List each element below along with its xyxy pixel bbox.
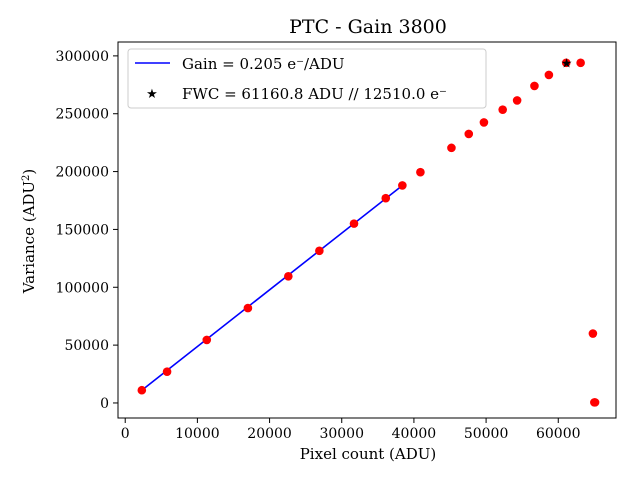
x-tick-label: 30000 — [319, 426, 364, 442]
chart-title: PTC - Gain 3800 — [289, 16, 447, 38]
data-point — [284, 271, 293, 281]
data-point — [590, 398, 600, 407]
data-point — [464, 129, 474, 139]
legend-gain-label: Gain = 0.205 e⁻/ADU — [182, 55, 345, 73]
axis-ticks: 0 10000 20000 30000 40000 50000 60000 0 50000 100… — [56, 49, 581, 442]
gain-fit-line — [141, 185, 402, 391]
plot-area: 0 10000 20000 30000 40000 50000 60000 0 50000 100… — [56, 41, 617, 442]
data-point — [243, 303, 253, 313]
y-axis-label-end: ) — [20, 169, 38, 175]
plot-frame — [117, 41, 617, 419]
data-point — [498, 105, 507, 114]
data-point — [416, 167, 425, 177]
data-points — [137, 58, 600, 407]
fwc-star-icon: ★ — [561, 56, 573, 71]
data-point — [315, 246, 324, 256]
data-point — [202, 335, 212, 345]
x-tick-label: 0 — [121, 426, 130, 442]
data-point — [162, 367, 172, 377]
x-tick-label: 20000 — [247, 426, 292, 442]
data-point — [137, 385, 147, 395]
fwc-marker-group: ★ — [561, 56, 573, 71]
data-point — [349, 219, 359, 228]
y-axis-label-main: Variance (ADU — [20, 181, 38, 294]
x-tick-label: 50000 — [464, 426, 509, 442]
data-point — [588, 329, 598, 338]
x-tick-label: 40000 — [392, 426, 437, 442]
data-point — [544, 70, 554, 80]
y-tick-label: 200000 — [56, 165, 109, 181]
data-point — [576, 58, 585, 68]
data-point — [479, 118, 489, 127]
legend: Gain = 0.205 e⁻/ADU ★ FWC = 61160.8 ADU … — [127, 48, 487, 109]
y-tick-label: 300000 — [56, 49, 109, 65]
x-axis-label: Pixel count (ADU) — [300, 445, 437, 463]
y-tick-label: 0 — [100, 396, 109, 412]
data-point — [512, 96, 522, 105]
y-axis-label: Variance (ADU2) — [20, 169, 38, 295]
y-tick-label: 100000 — [56, 280, 109, 296]
data-point — [530, 81, 539, 91]
y-axis-label-sup: 2 — [21, 175, 32, 181]
legend-fwc-label: FWC = 61160.8 ADU // 12510.0 e⁻ — [182, 85, 447, 103]
x-tick-label: 60000 — [536, 426, 581, 442]
data-point — [447, 143, 456, 153]
y-tick-label: 250000 — [56, 107, 109, 123]
data-point — [398, 181, 407, 190]
data-point — [381, 193, 391, 203]
legend-box — [127, 48, 487, 109]
fit-line-group — [141, 185, 402, 391]
data-point — [561, 58, 571, 68]
x-tick-label: 10000 — [175, 426, 220, 442]
legend-fwc-star-icon: ★ — [146, 87, 158, 102]
y-tick-label: 50000 — [64, 338, 109, 354]
y-tick-label: 150000 — [56, 222, 109, 238]
